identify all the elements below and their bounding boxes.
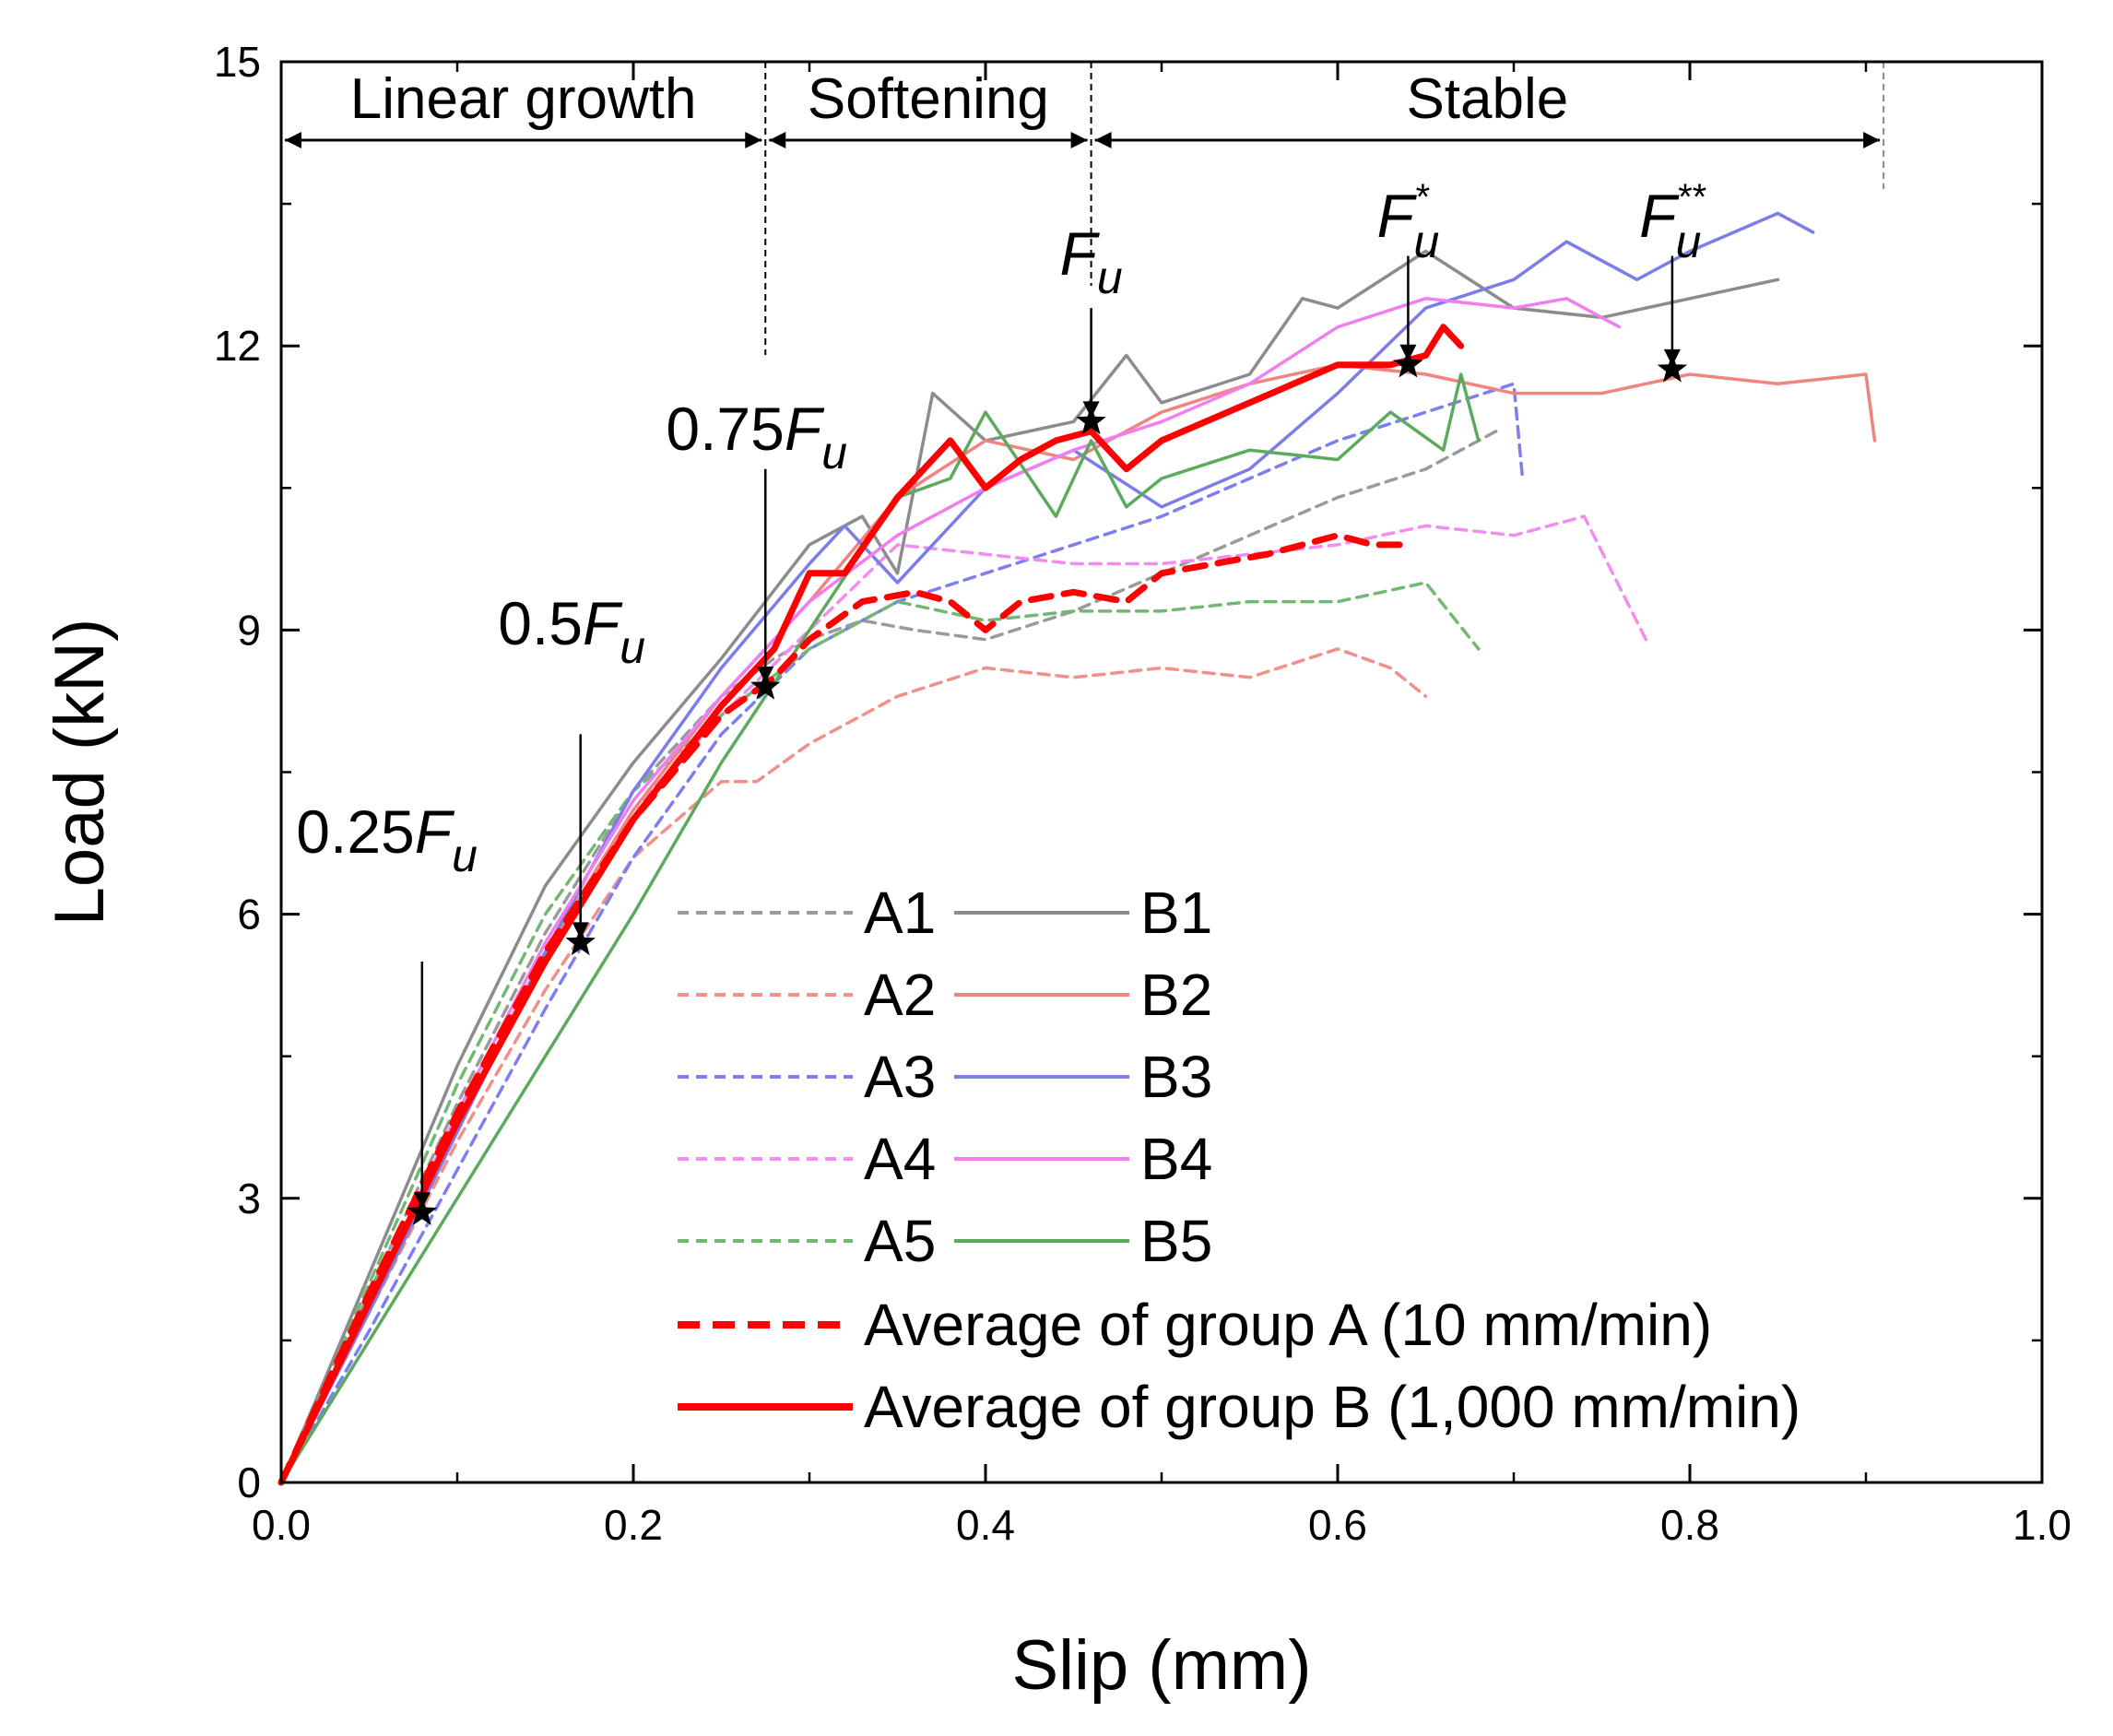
y-tick-label: 15 xyxy=(214,38,261,86)
legend-label: A1 xyxy=(864,880,936,946)
series-line-b5 xyxy=(279,372,1481,1484)
annotation-star-marker xyxy=(1076,406,1106,435)
region-label: Softening xyxy=(808,67,1049,131)
series-line-average-avg-11 xyxy=(277,324,1465,1486)
annotation-prefix: 0.25 xyxy=(296,797,414,866)
y-tick-label: 9 xyxy=(237,606,261,654)
region-dividers: Linear growth Softening Stable xyxy=(285,62,1885,355)
annotation-label: 0.25Fu xyxy=(296,797,478,881)
x-tick-label: 0.6 xyxy=(1308,1501,1367,1549)
region-label: Linear growth xyxy=(350,67,697,131)
annotation-label: 0.5Fu xyxy=(498,589,645,673)
series-line-a3 xyxy=(279,382,1525,1484)
annotation-prefix: 0.75 xyxy=(666,395,784,463)
y-tick-label: 0 xyxy=(237,1458,261,1506)
legend-label: B4 xyxy=(1140,1126,1212,1192)
annotation-symbol: F xyxy=(1060,219,1101,288)
annotation-label: 0.75Fu xyxy=(666,395,847,478)
legend-label: A4 xyxy=(864,1126,936,1192)
series-line-a1 xyxy=(279,429,1498,1484)
annotation-star-marker xyxy=(407,1197,437,1225)
annotation-subscript: u xyxy=(452,830,478,881)
x-tick-label: 0.2 xyxy=(604,1501,663,1549)
legend: A1 B1 A2 B2 A3 B3 A4 B4 A5 B5 Average of group A (… xyxy=(678,880,1800,1440)
x-tick-label: 0.4 xyxy=(956,1501,1015,1549)
legend-label: B1 xyxy=(1140,880,1212,946)
legend-label: A5 xyxy=(864,1208,936,1274)
series-line-a5 xyxy=(279,581,1481,1484)
annotation-superscript: ** xyxy=(1676,177,1706,218)
y-tick-label: 3 xyxy=(237,1175,261,1222)
annotation-star-marker xyxy=(1393,348,1423,378)
annotation-symbol: F xyxy=(1639,182,1680,250)
annotation-symbol: F xyxy=(1377,182,1418,250)
legend-label: A2 xyxy=(864,962,936,1028)
annotation-subscript: u xyxy=(1097,252,1123,303)
legend-label: B5 xyxy=(1140,1208,1212,1274)
legend-label: A3 xyxy=(864,1044,936,1110)
y-tick-label: 12 xyxy=(214,322,261,370)
legend-label: Average of group A (10 mm/min) xyxy=(864,1292,1712,1358)
legend-label: Average of group B (1,000 mm/min) xyxy=(864,1374,1800,1440)
region-label: Stable xyxy=(1406,67,1568,131)
annotation-symbol: F xyxy=(415,797,455,866)
x-tick-label: 0.8 xyxy=(1660,1501,1719,1549)
annotation-subscript: u xyxy=(1676,216,1702,267)
annotation-symbol: F xyxy=(583,589,623,657)
series-line-a2 xyxy=(279,647,1428,1484)
annotation-prefix: 0.5 xyxy=(498,589,583,657)
annotation-symbol: F xyxy=(785,395,825,463)
annotation-label: F* u xyxy=(1377,177,1440,267)
series-line-b1 xyxy=(279,249,1780,1484)
annotation-subscript: u xyxy=(1413,216,1439,267)
x-axis-title: Slip (mm) xyxy=(1011,1626,1311,1705)
series-line-average-avg-10 xyxy=(277,532,1411,1486)
annotation-subscript: u xyxy=(620,621,645,673)
annotation-star-marker xyxy=(750,671,781,700)
annotation-label: F** u xyxy=(1639,177,1706,267)
annotation-superscript: * xyxy=(1414,177,1430,218)
y-tick-label: 6 xyxy=(237,891,261,939)
x-tick-label: 1.0 xyxy=(2013,1501,2072,1549)
x-tick-label: 0.0 xyxy=(252,1501,311,1549)
legend-label: B2 xyxy=(1140,962,1212,1028)
annotation-label: Fu xyxy=(1060,219,1123,303)
series-lines xyxy=(277,211,1877,1486)
annotation-star-marker xyxy=(1657,353,1688,383)
y-axis-title: Load (kN) xyxy=(41,619,119,927)
annotation-star-marker xyxy=(565,927,596,956)
axis-ticks: 0.0 0.2 0.4 0.6 0.8 1.0 0 3 6 9 12 15 xyxy=(214,38,2072,1549)
legend-label: B3 xyxy=(1140,1044,1212,1110)
annotation-subscript: u xyxy=(821,427,847,478)
